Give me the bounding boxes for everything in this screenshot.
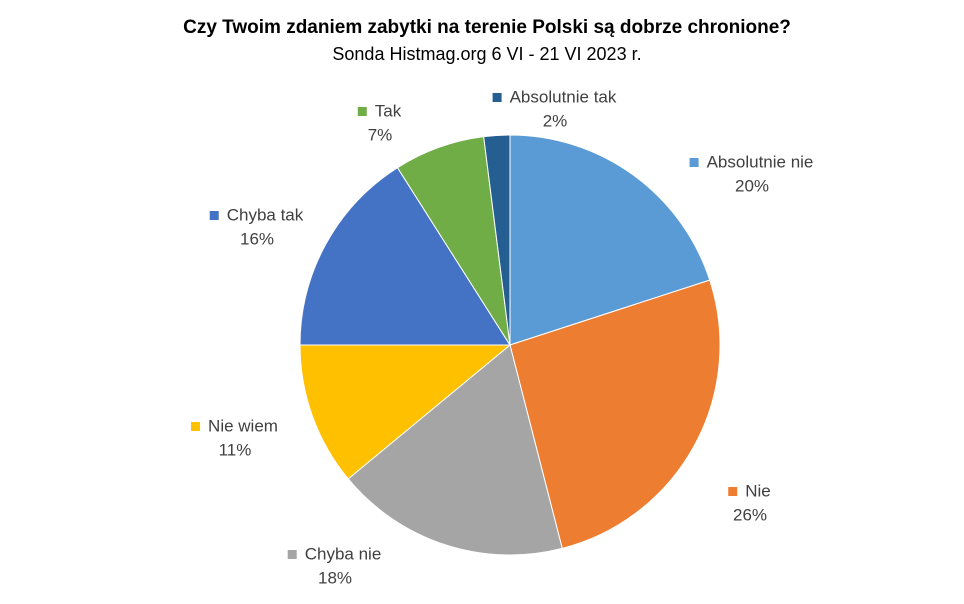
slice-value-label: 16% [240,229,274,248]
slice-value-label: 11% [219,440,252,459]
slice-value-label: 26% [733,505,767,524]
slice-label: Absolutnie tak [510,87,617,106]
pie-slice [483,134,511,346]
legend-marker [492,93,502,102]
pie-slice [509,279,721,550]
legend-marker [689,158,699,167]
chart-title: Czy Twoim zdaniem zabytki na terenie Pol… [183,17,791,38]
slice-label: Chyba nie [305,544,382,563]
slice-label: Tak [375,101,402,120]
slice-value-label: 7% [368,125,393,144]
slice-label: Absolutnie nie [707,152,814,171]
legend-marker [357,107,367,116]
slice-label: Nie wiem [208,416,278,435]
legend-marker [209,211,219,220]
legend-marker [728,487,738,496]
slice-value-label: 18% [318,568,352,587]
slice-value-label: 20% [735,176,769,195]
legend-marker [191,422,201,431]
slice-label: Chyba tak [227,205,304,224]
slice-value-label: 2% [543,111,568,130]
pie-slice [299,344,512,480]
pie-slice [347,344,563,556]
pie-slice [299,167,511,346]
slice-label: Nie [745,481,771,500]
pie-slice [509,134,711,346]
legend-marker [287,550,297,559]
chart-subtitle: Sonda Histmag.org 6 VI - 21 VI 2023 r. [332,44,641,64]
